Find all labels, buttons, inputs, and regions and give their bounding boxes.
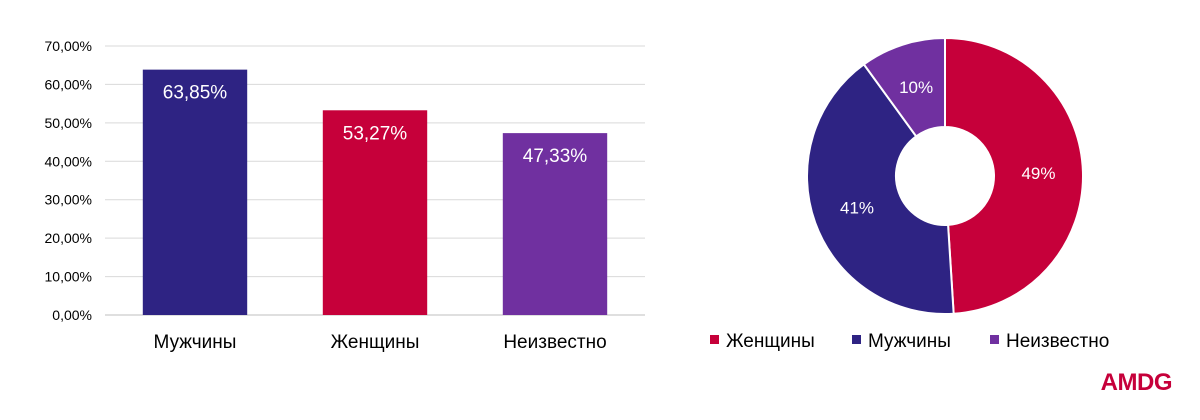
bar-data-label: 63,85% — [163, 83, 228, 104]
bar-2 — [322, 110, 428, 315]
legend-swatch — [852, 335, 861, 344]
y-tick-label: 40,00% — [45, 153, 92, 169]
legend-label: Неизвестно — [1006, 331, 1109, 352]
donut-slice-1 — [944, 36, 1084, 315]
y-tick-label: 50,00% — [45, 115, 92, 131]
donut-slice-label: 41% — [840, 199, 874, 218]
y-tick-label: 0,00% — [52, 307, 92, 323]
x-category-label: Мужчины — [154, 332, 237, 353]
donut-slice-2 — [806, 62, 955, 315]
y-tick-label: 20,00% — [45, 230, 92, 246]
x-category-label: Неизвестно — [503, 332, 606, 353]
donut-slice-label: 49% — [1021, 164, 1055, 183]
legend-swatch — [710, 335, 719, 344]
x-category-label: Женщины — [331, 332, 420, 353]
bar-data-label: 53,27% — [343, 123, 408, 144]
bar-data-label: 47,33% — [523, 146, 588, 167]
y-tick-label: 70,00% — [45, 38, 92, 54]
donut-slice-3 — [862, 36, 946, 138]
bar-1 — [142, 69, 248, 315]
y-tick-label: 60,00% — [45, 76, 92, 92]
donut-chart: 49% 41% 10% Женщины Мужчины Неизвестно — [710, 36, 1109, 352]
y-tick-label: 10,00% — [45, 269, 92, 285]
legend-swatch — [990, 335, 999, 344]
legend-label: Женщины — [726, 331, 815, 352]
logo-text: AMDG — [1101, 369, 1172, 396]
bar-3 — [502, 133, 608, 315]
y-tick-label: 30,00% — [45, 192, 92, 208]
legend-label: Мужчины — [868, 331, 951, 352]
donut-slice-label: 10% — [899, 78, 933, 97]
bar-chart: 0,00% 10,00% 20,00% 30,00% 40,00% 50,00% 60,00… — [45, 38, 645, 353]
